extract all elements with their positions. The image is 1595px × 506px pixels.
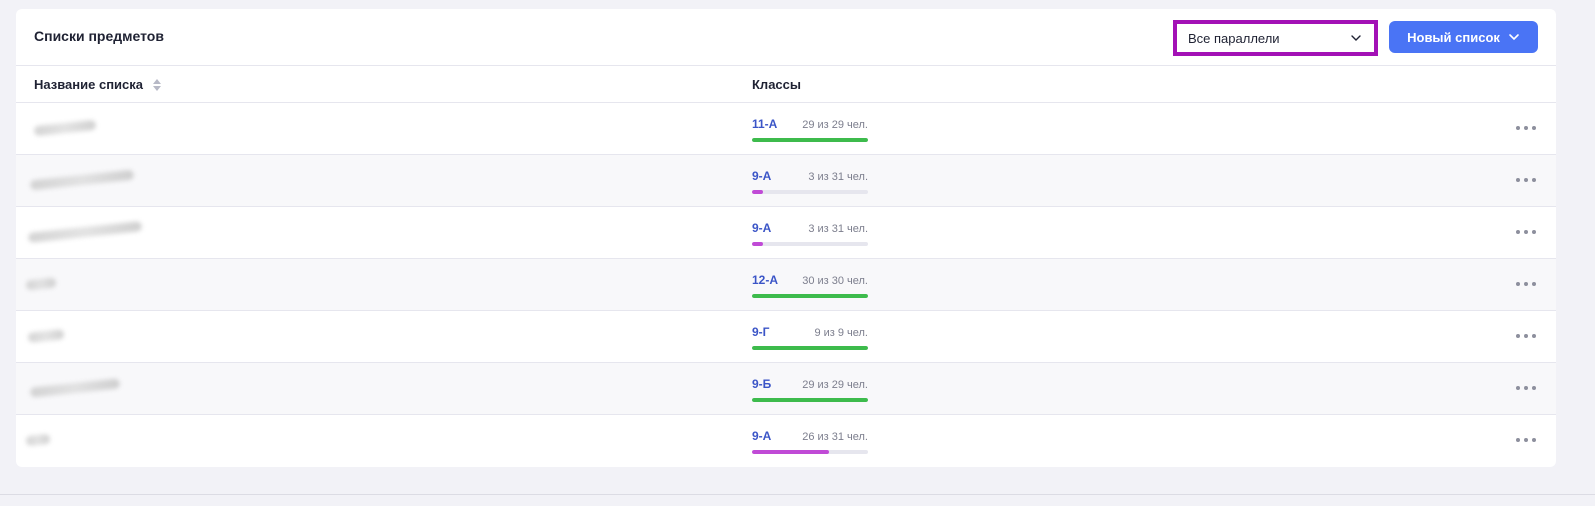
class-progress: 9-А 3 из 31 чел.: [752, 221, 868, 246]
card-header: Списки предметов Все параллели Новый спи…: [16, 9, 1556, 66]
class-progress: 12-А 30 из 30 чел.: [752, 273, 868, 298]
more-icon[interactable]: [1516, 328, 1536, 344]
column-header-classes: Классы: [752, 77, 801, 92]
class-count: 3 из 31 чел.: [808, 171, 868, 183]
class-count: 26 из 31 чел.: [802, 431, 868, 443]
table-row[interactable]: 9-А 26 из 31 чел.: [16, 415, 1556, 467]
parallel-filter-select[interactable]: Все параллели: [1173, 20, 1378, 56]
more-icon[interactable]: [1516, 432, 1536, 448]
redacted-list-name: [29, 169, 135, 191]
redacted-list-name: [27, 329, 65, 343]
class-link[interactable]: 9-А: [752, 169, 772, 183]
more-icon[interactable]: [1516, 224, 1536, 240]
chevron-down-icon: [1351, 35, 1361, 41]
class-count: 29 из 29 чел.: [802, 119, 868, 131]
table-row[interactable]: 9-Б 29 из 29 чел.: [16, 363, 1556, 415]
progress-fill: [752, 450, 829, 454]
page-title: Списки предметов: [34, 28, 164, 44]
redacted-list-name: [25, 277, 57, 291]
table-row[interactable]: 9-А 3 из 31 чел.: [16, 155, 1556, 207]
progress-fill: [752, 190, 764, 194]
progress-fill: [752, 294, 868, 298]
class-link[interactable]: 12-А: [752, 273, 779, 287]
class-progress: 9-А 3 из 31 чел.: [752, 169, 868, 194]
progress-fill: [752, 138, 868, 142]
progress-bar: [752, 190, 868, 194]
class-count: 29 из 29 чел.: [802, 379, 868, 391]
redacted-list-name: [27, 221, 143, 243]
divider: [0, 494, 1595, 495]
class-link[interactable]: 9-А: [752, 429, 772, 443]
class-progress: 11-А 29 из 29 чел.: [752, 117, 868, 142]
class-count: 30 из 30 чел.: [802, 275, 868, 287]
progress-bar: [752, 138, 868, 142]
class-count: 3 из 31 чел.: [808, 223, 868, 235]
table-row[interactable]: 11-А 29 из 29 чел.: [16, 103, 1556, 155]
progress-bar: [752, 242, 868, 246]
progress-fill: [752, 242, 764, 246]
new-list-label: Новый список: [1407, 29, 1500, 45]
progress-fill: [752, 398, 868, 402]
more-icon[interactable]: [1516, 120, 1536, 136]
class-count: 9 из 9 чел.: [814, 327, 868, 339]
progress-bar: [752, 346, 868, 350]
more-icon[interactable]: [1516, 172, 1536, 188]
more-icon[interactable]: [1516, 276, 1536, 292]
class-progress: 9-Б 29 из 29 чел.: [752, 377, 868, 402]
table-header: Название списка Классы: [16, 66, 1556, 103]
more-icon[interactable]: [1516, 380, 1536, 396]
class-link[interactable]: 9-Г: [752, 325, 770, 339]
progress-bar: [752, 398, 868, 402]
table-row[interactable]: 12-А 30 из 30 чел.: [16, 259, 1556, 311]
new-list-button[interactable]: Новый список: [1389, 21, 1538, 53]
redacted-list-name: [25, 433, 51, 447]
class-link[interactable]: 9-А: [752, 221, 772, 235]
chevron-down-icon: [1509, 34, 1519, 41]
progress-bar: [752, 450, 868, 454]
subject-lists-card: Списки предметов Все параллели Новый спи…: [16, 9, 1556, 467]
class-progress: 9-Г 9 из 9 чел.: [752, 325, 868, 350]
class-link[interactable]: 9-Б: [752, 377, 772, 391]
table-body: 11-А 29 из 29 чел. 9-А 3 из 31 чел. 9-А …: [16, 103, 1556, 467]
progress-fill: [752, 346, 868, 350]
select-value: Все параллели: [1188, 30, 1280, 46]
class-link[interactable]: 11-А: [752, 117, 778, 131]
table-row[interactable]: 9-А 3 из 31 чел.: [16, 207, 1556, 259]
column-header-name[interactable]: Название списка: [34, 77, 162, 92]
class-progress: 9-А 26 из 31 чел.: [752, 429, 868, 454]
table-row[interactable]: 9-Г 9 из 9 чел.: [16, 311, 1556, 363]
progress-bar: [752, 294, 868, 298]
column-name-label: Название списка: [34, 77, 144, 92]
redacted-list-name: [29, 378, 121, 398]
sort-icon[interactable]: [153, 78, 162, 91]
redacted-list-name: [33, 119, 97, 137]
